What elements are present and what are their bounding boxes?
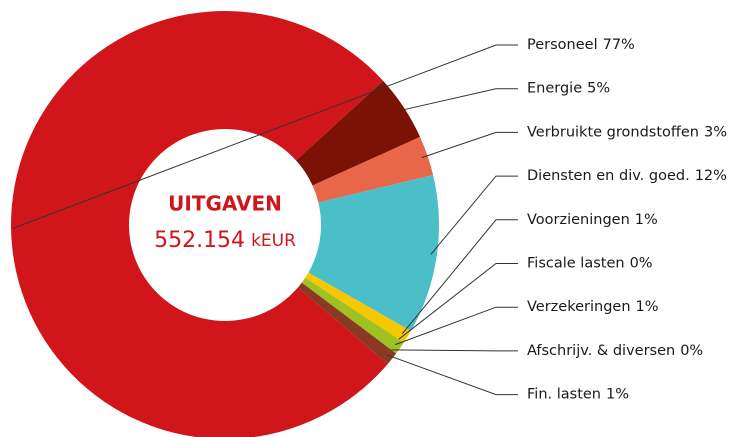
legend-value: 0% (630, 256, 653, 272)
legend-label: Afschrijv. & diversen 0% (527, 343, 703, 359)
legend-name: Energie (527, 81, 582, 97)
legend-name: Voorzieningen (527, 212, 630, 228)
legend-value: 12% (695, 168, 727, 184)
leader-line (387, 354, 518, 396)
legend-name: Fiscale lasten (527, 256, 625, 272)
legend-name: Fin. lasten (527, 387, 601, 403)
leader-line (421, 131, 518, 159)
legend-value: 77% (603, 37, 635, 53)
leader-line (430, 175, 518, 255)
legend-name: Verzekeringen (527, 299, 631, 315)
legend-name: Verbruikte grondstoffen (527, 124, 699, 140)
legend-label: Personeel 77% (527, 37, 635, 53)
center-value: 552.154 (154, 228, 245, 253)
legend-label: Diensten en div. goed. 12% (527, 168, 727, 184)
legend-value: 1% (636, 299, 659, 315)
legend-name: Afschrijv. & diversen (527, 343, 675, 359)
legend-value: 1% (635, 212, 658, 228)
center-total: 552.154 kEUR (154, 228, 296, 253)
legend-value: 5% (587, 81, 610, 97)
legend-name: Diensten en div. goed. (527, 168, 690, 184)
leader-line (12, 44, 518, 229)
center-unit: kEUR (251, 231, 296, 251)
legend-value: 1% (606, 387, 629, 403)
legend-label: Voorzieningen 1% (527, 212, 658, 228)
leader-line (401, 219, 518, 334)
legend-label: Verzekeringen 1% (527, 299, 659, 315)
legend-name: Personeel (527, 37, 598, 53)
leader-line (398, 263, 518, 340)
legend-value: 3% (704, 124, 727, 140)
legend-label: Fiscale lasten 0% (527, 256, 653, 272)
leader-line (395, 306, 518, 346)
legend-label: Energie 5% (527, 81, 610, 97)
leader-line (398, 88, 518, 112)
legend-value: 0% (680, 343, 703, 359)
donut-hole (129, 129, 321, 321)
legend-label: Fin. lasten 1% (527, 387, 629, 403)
leader-line (391, 349, 518, 352)
center-title: UITGAVEN (168, 192, 282, 216)
legend-label: Verbruikte grondstoffen 3% (527, 124, 727, 140)
